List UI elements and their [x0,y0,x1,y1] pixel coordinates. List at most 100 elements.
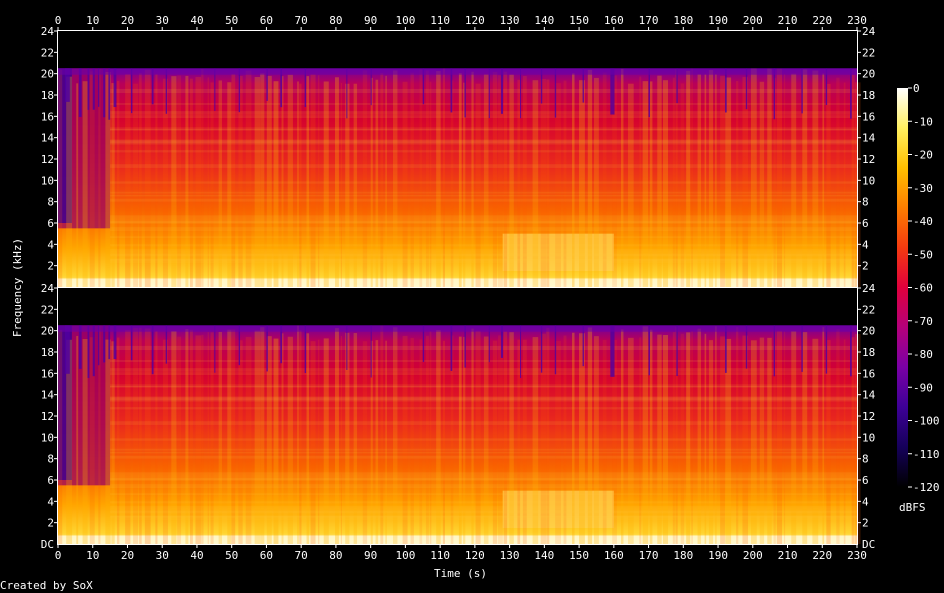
transient-stripe [517,339,521,544]
transient-stripe [463,336,466,544]
transient-stripe [297,81,299,288]
y-tick-label: 20 [862,325,875,338]
silence-gap [745,68,748,110]
transient-stripe [750,68,757,287]
energy-field [58,325,857,544]
x-tick-label: 140 [534,14,554,27]
transient-stripe [522,339,527,544]
harmonic-band [110,421,857,425]
x-tick-label: 200 [743,14,763,27]
channel-1-spectrogram [58,31,861,288]
harmonic-band [110,448,857,451]
x-tick-label: 150 [569,14,589,27]
transient-stripe [649,329,653,544]
silence-gap [108,325,111,360]
silence-gap [582,325,584,367]
transient-stripe [299,83,302,287]
x-tick-label: 60 [260,549,273,562]
transient-stripe [429,331,432,544]
silence-gap [346,325,348,371]
y-axis-label: Frequency (kHz) [11,237,25,338]
transient-stripe [195,335,202,544]
transient-stripe [111,341,115,544]
harmonic-band [110,111,857,115]
transient-stripe [442,340,445,544]
transient-stripe [306,333,310,544]
transient-stripe [370,340,373,544]
colorbar-tick-label: -10 [913,115,933,128]
transient-stripe [380,325,384,544]
colorbar-tick-label: -20 [913,149,933,162]
transient-stripe [281,333,284,544]
transient-stripe [370,77,373,287]
transient-stripe [266,336,272,544]
y-tick-label: 16 [862,110,875,123]
transient-stripe [843,82,846,287]
transient-stripe [89,337,95,544]
y-tick-label: 4 [47,238,54,251]
y-tick-label: 12 [41,410,54,423]
transient-stripe [125,330,131,544]
transient-stripe [162,339,168,544]
transient-stripe [201,68,204,288]
silence-gap [724,68,727,113]
x-tick-label: 190 [708,14,728,27]
harmonic-band [110,451,857,454]
silence-gap [78,68,82,117]
x-tick-label: 230 [847,14,867,27]
silence-gap [103,68,106,118]
y-tick-label: DC [862,538,875,551]
transient-stripe [82,81,88,287]
transient-stripe [736,80,739,287]
transient-stripe [463,82,466,288]
silence-gap [113,68,117,108]
harmonic-band [110,150,857,153]
transient-stripe [89,71,95,287]
transient-stripe [116,337,120,544]
spectrogram-panels [58,31,861,544]
x-tick-label: 200 [743,549,763,562]
transient-stripe [851,75,855,288]
transient-stripe [125,73,131,287]
silence-gap [346,68,348,119]
transient-stripe [82,338,88,544]
transient-stripe [509,332,514,544]
y-tick-label: 18 [41,89,54,102]
transient-stripe [540,78,547,288]
transient-stripe [105,339,111,544]
harmonic-band [110,258,857,261]
transient-stripe [260,327,265,544]
transient-stripe [218,331,222,544]
y-tick-label: 6 [862,474,869,487]
silence-gap [676,325,678,377]
y-tick-label: 2 [862,517,869,530]
silence-gap [540,68,543,104]
transient-stripe [139,327,142,544]
silence-gap [450,325,453,371]
transient-stripe [628,83,634,287]
y-tick-label: 4 [47,495,54,508]
transient-stripe [691,331,693,544]
transient-stripe [826,340,831,544]
transient-stripe [680,83,685,288]
colorbar-tick-label: -70 [913,315,933,328]
transient-stripe [579,80,585,287]
silence-gap [850,325,852,377]
transient-stripe [725,338,732,544]
x-tick-label: 230 [847,549,867,562]
harmonic-band [110,397,857,402]
transient-stripe [563,335,567,544]
transient-stripe [572,73,575,288]
x-tick-label: 80 [329,14,342,27]
silence-gap [280,325,283,364]
x-tick-label: 180 [673,14,693,27]
transient-stripe [133,83,139,287]
silence-gap [370,68,372,106]
transient-stripe [210,332,214,544]
y-tick-label: 18 [41,346,54,359]
transient-stripe [375,79,379,287]
transient-stripe [555,83,561,287]
transient-stripe [498,75,503,288]
y-tick-label: 10 [41,174,54,187]
